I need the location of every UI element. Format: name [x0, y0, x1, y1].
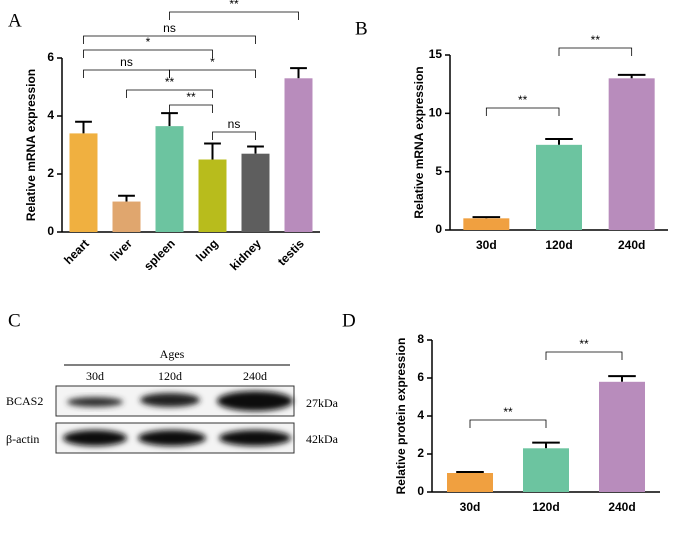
x-tick-label: lung [193, 236, 221, 264]
panel-letter: A [8, 10, 22, 31]
lane-label: 30d [86, 369, 104, 383]
significance-bracket [126, 89, 213, 98]
significance-bracket [212, 131, 256, 140]
band [140, 393, 200, 407]
significance-label: ** [186, 90, 196, 104]
bar [447, 473, 493, 492]
y-tick-label: 2 [47, 166, 54, 180]
significance-label: ** [518, 93, 528, 107]
significance-bracket [83, 49, 213, 58]
size-label: 27kDa [306, 396, 339, 410]
significance-bracket [169, 69, 256, 78]
significance-bracket [169, 11, 299, 20]
significance-label: ns [120, 55, 133, 69]
bar [112, 201, 141, 232]
y-axis-title: Relative mRNA expression [412, 66, 426, 218]
bar [155, 126, 184, 232]
x-tick-label: 240d [618, 238, 645, 252]
band [138, 430, 206, 446]
y-tick-label: 5 [435, 164, 442, 178]
panel-letter: D [342, 310, 356, 331]
y-tick-label: 0 [47, 224, 54, 238]
size-label: 42kDa [306, 432, 339, 446]
x-tick-label: 30d [476, 238, 497, 252]
significance-label: ns [163, 21, 176, 35]
significance-label: * [146, 35, 151, 49]
significance-label: ** [591, 33, 601, 47]
x-tick-label: 240d [608, 500, 635, 514]
y-tick-label: 4 [47, 108, 54, 122]
significance-label: * [210, 55, 215, 69]
y-tick-label: 10 [429, 106, 443, 120]
significance-bracket [545, 351, 623, 360]
y-tick-label: 8 [417, 332, 424, 346]
bar [536, 144, 582, 230]
x-tick-label: liver [108, 236, 136, 264]
bar [284, 78, 313, 232]
panel-letter: C [8, 310, 21, 331]
bar [523, 448, 569, 492]
y-axis-title: Relative mRNA expression [24, 69, 38, 221]
protein-label: BCAS2 [6, 394, 43, 408]
x-tick-label: spleen [141, 236, 178, 273]
bar [608, 78, 655, 230]
blot-header: Ages [160, 347, 185, 361]
protein-label: β-actin [6, 432, 39, 446]
x-tick-label: heart [61, 236, 92, 267]
y-tick-label: 15 [429, 47, 443, 61]
significance-bracket [83, 69, 170, 78]
significance-label: ** [165, 75, 175, 89]
y-axis-title: Relative protein expression [394, 338, 408, 495]
lane-label: 120d [158, 369, 182, 383]
band [63, 430, 127, 446]
y-tick-label: 4 [417, 408, 424, 422]
band [217, 391, 293, 411]
x-tick-label: 30d [460, 500, 481, 514]
bar [599, 381, 645, 492]
y-tick-label: 2 [417, 446, 424, 460]
x-tick-label: 120d [545, 238, 572, 252]
x-tick-label: testis [275, 236, 307, 268]
significance-bracket [469, 419, 547, 428]
y-tick-label: 6 [417, 370, 424, 384]
bar [241, 153, 270, 232]
significance-bracket [558, 47, 633, 56]
significance-label: ns [228, 117, 241, 131]
panel-letter: B [355, 18, 368, 39]
x-tick-label: 120d [532, 500, 559, 514]
significance-label: ** [229, 0, 239, 11]
significance-label: ** [579, 337, 589, 351]
x-tick-label: kidney [227, 236, 264, 273]
significance-bracket [83, 35, 256, 44]
bar [198, 159, 227, 232]
lane-label: 240d [243, 369, 267, 383]
y-tick-label: 0 [417, 484, 424, 498]
band [67, 397, 123, 407]
bar [463, 218, 510, 230]
band [219, 430, 291, 446]
y-tick-label: 0 [435, 222, 442, 236]
significance-bracket [169, 104, 213, 113]
significance-label: ** [503, 405, 513, 419]
bar [69, 133, 98, 232]
y-tick-label: 6 [47, 50, 54, 64]
significance-bracket [485, 107, 560, 116]
